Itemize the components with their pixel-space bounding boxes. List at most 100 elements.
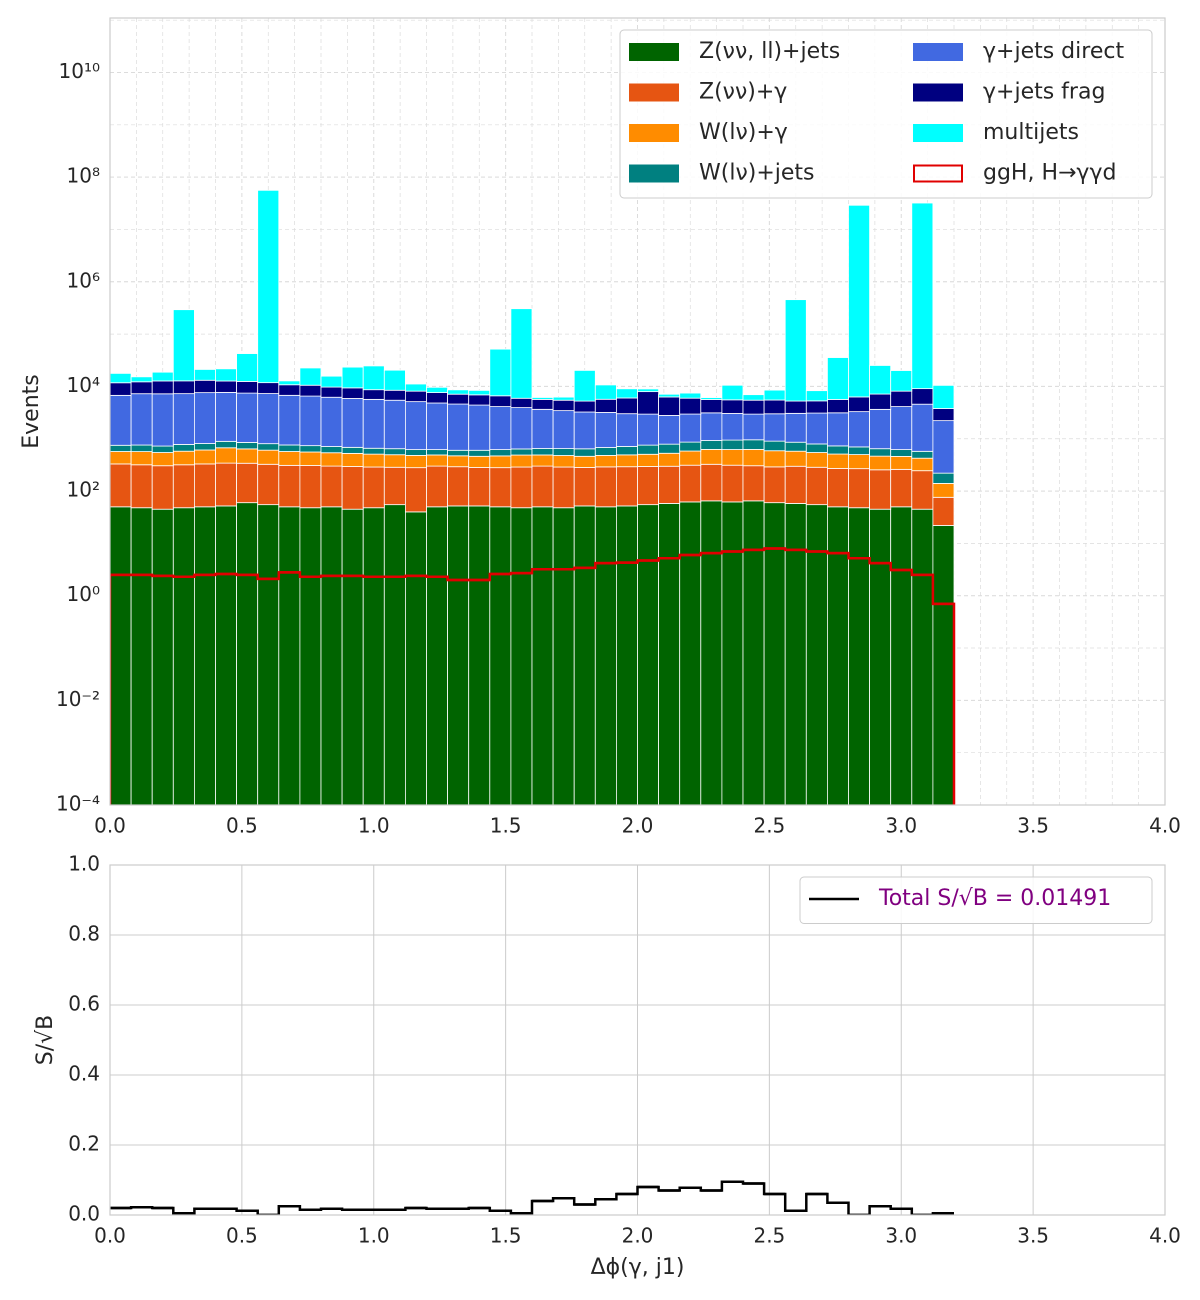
bar-segment <box>383 504 406 805</box>
bar-segment <box>215 380 238 393</box>
bar-segment <box>742 500 765 805</box>
legend-label: ggH, H→γγd <box>983 161 1116 186</box>
bar-segment <box>911 202 934 390</box>
legend-swatch <box>913 124 963 142</box>
bar-segment <box>869 365 892 395</box>
bar-segment <box>447 455 470 468</box>
legend-label: Z(νν, ll)+jets <box>699 39 840 64</box>
bar-segment <box>362 466 385 509</box>
bar-segment <box>362 447 385 455</box>
bar-segment <box>784 412 807 443</box>
bar-segment <box>616 446 638 456</box>
legend-swatch <box>913 164 963 183</box>
bar-segment <box>637 413 660 446</box>
bar-segment <box>468 394 491 406</box>
bar-segment <box>510 454 533 468</box>
x-tick-label: 2.5 <box>753 814 785 838</box>
legend-swatch <box>913 43 963 61</box>
bar-segment <box>172 309 195 382</box>
bar-segment <box>151 445 174 453</box>
bar-segment <box>383 369 406 391</box>
bar-segment <box>215 462 238 507</box>
bar-segment <box>215 391 238 442</box>
bar-segment <box>911 403 934 452</box>
bar-segment <box>658 465 681 504</box>
bar-segment <box>110 382 132 396</box>
bar-segment <box>616 466 638 507</box>
bar-segment <box>658 503 681 805</box>
x-tick-label: 3.0 <box>885 1224 917 1248</box>
y-tick-label: 0.6 <box>68 992 100 1016</box>
x-tick-label: 0.0 <box>94 814 126 838</box>
bar-segment <box>573 369 596 402</box>
bar-segment <box>299 451 322 466</box>
y-tick-label: 10⁻² <box>56 687 100 711</box>
bar-segment <box>848 411 871 448</box>
bar-segment <box>700 500 723 805</box>
bar-segment <box>805 443 828 453</box>
bar-segment <box>110 451 132 465</box>
bar-segment <box>721 413 744 441</box>
bar-segment <box>658 396 681 416</box>
bar-segment <box>320 465 343 508</box>
bar-segment <box>531 408 554 449</box>
bar-segment <box>637 504 660 805</box>
bar-segment <box>911 388 934 405</box>
bar-segment <box>341 387 364 399</box>
y-tick-label: 10⁴ <box>67 373 100 397</box>
bar-segment <box>742 449 765 467</box>
bar-segment <box>531 398 554 410</box>
bar-segment <box>468 389 491 396</box>
bar-segment <box>468 467 491 507</box>
y-tick-label: 0.8 <box>68 922 100 946</box>
bar-segment <box>510 507 533 805</box>
bar-segment <box>130 464 153 509</box>
bar-segment <box>193 369 216 381</box>
bar-segment <box>341 466 364 510</box>
bar-segment <box>763 413 786 442</box>
bar-segment <box>869 393 892 410</box>
bar-segment <box>236 502 259 805</box>
bar-segment <box>362 389 385 400</box>
bar-segment <box>215 440 238 449</box>
bar-segment <box>447 466 470 507</box>
bar-segment <box>215 447 238 464</box>
bar-segment <box>299 367 322 386</box>
bar-segment <box>932 472 955 484</box>
bar-segment <box>594 455 617 468</box>
bar-segment <box>742 465 765 502</box>
bar-segment <box>130 376 153 383</box>
bar-segment <box>320 396 343 447</box>
legend-box <box>619 29 1153 199</box>
bar-segment <box>299 384 322 397</box>
y-tick-label: 0.0 <box>68 1202 100 1226</box>
bar-segment <box>110 506 132 805</box>
bar-segment <box>890 370 913 392</box>
bar-segment <box>130 507 153 805</box>
bar-segment <box>130 393 153 446</box>
bar-segment <box>594 447 617 456</box>
bar-segment <box>763 466 786 504</box>
bar-segment <box>341 508 364 805</box>
bar-segment <box>594 412 617 448</box>
bar-segment <box>573 411 596 450</box>
bar-segment <box>468 505 491 805</box>
bar-segment <box>869 408 892 450</box>
bar-segment <box>890 506 913 805</box>
bar-segment <box>510 397 533 408</box>
bar-segment <box>573 400 596 413</box>
bar-segment <box>721 439 744 450</box>
x-tick-label: 4.0 <box>1149 814 1181 838</box>
bar-segment <box>763 389 786 401</box>
bar-segment <box>151 371 174 382</box>
bar-segment <box>848 396 871 413</box>
bar-segment <box>827 357 849 400</box>
x-tick-label: 3.0 <box>885 814 917 838</box>
bar-segment <box>215 505 238 805</box>
bar-segment <box>616 413 638 447</box>
plot-area <box>110 1180 954 1215</box>
bar-segment <box>827 412 849 447</box>
bar-segment <box>679 501 702 805</box>
bar-segment <box>721 464 744 503</box>
